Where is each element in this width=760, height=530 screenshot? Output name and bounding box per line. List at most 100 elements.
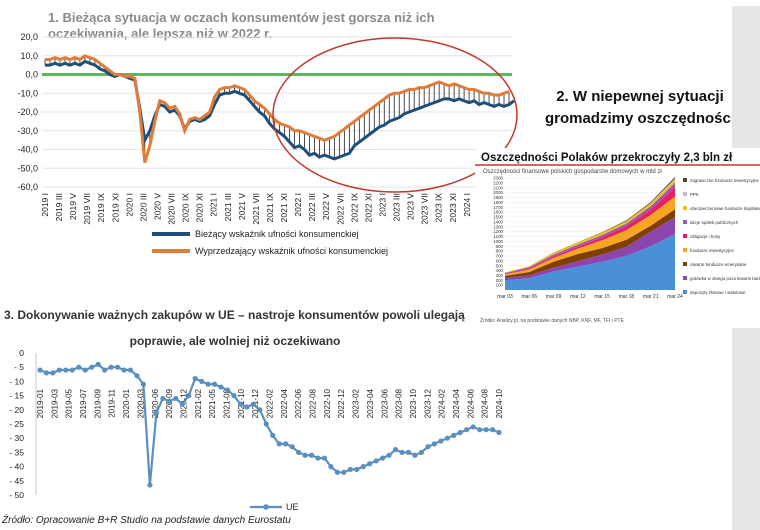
series-eu-markers: [37, 361, 502, 488]
x-tick-label: 2022-10: [323, 388, 332, 418]
data-point: [477, 427, 483, 433]
x-tick-label: 2020 V: [152, 193, 162, 220]
y-tick-label: 0,0: [25, 70, 38, 80]
inset-legend-swatch: [683, 276, 687, 280]
inset-y-tick: 1100: [494, 234, 504, 239]
data-point: [386, 452, 392, 458]
chart3-title-line2: poprawie, ale wolniej niż oczekiwano: [129, 334, 341, 348]
y-tick-label: - 5: [14, 362, 24, 372]
y-tick-label: - 45: [9, 476, 24, 486]
inset-y-tick: 1200: [493, 229, 503, 234]
data-point: [218, 384, 224, 390]
data-point: [121, 367, 127, 373]
data-point: [308, 452, 315, 458]
x-tick-label: 2019 III: [54, 193, 64, 221]
legend-marker-eu: [263, 504, 269, 510]
inset-legend: zagraniczne fundusze inwestycyjne PPK ubez…: [683, 178, 760, 295]
inset-y-tick: 700: [496, 254, 504, 259]
data-point: [114, 364, 121, 370]
x-tick-label: 2020-01: [122, 388, 131, 418]
data-point: [205, 381, 211, 387]
series-eu-line: [39, 363, 500, 486]
y-tick-label: -60,0: [17, 182, 38, 192]
inset-legend-swatch: [683, 290, 687, 294]
inset-legend-label: fundusze inwestycyjne: [690, 248, 734, 253]
x-tick-label: 2020 I: [124, 193, 134, 217]
y-tick-label: - 15: [9, 391, 24, 401]
data-point: [457, 429, 463, 436]
series-current-line: [45, 59, 515, 161]
data-point: [380, 455, 386, 461]
inset-x-tick: mar 03: [497, 294, 513, 300]
data-point: [270, 432, 276, 438]
data-point: [425, 444, 431, 450]
data-point: [444, 435, 450, 441]
x-tick-label: 2020 IX: [181, 193, 191, 223]
x-tick-label: 2024-08: [481, 388, 490, 418]
x-tick-label: 2024-02: [438, 388, 447, 418]
inset-subtitle: Oszczędności finansowe polskich gospodar…: [483, 169, 662, 175]
data-point: [470, 424, 476, 430]
data-point: [192, 375, 198, 382]
x-tick-label: 2022 VII: [335, 193, 345, 225]
y-tick-label: 10,0: [20, 51, 38, 61]
chart1-legend: Bieżący wskaźnik ufności konsumenckiej Wy…: [152, 229, 388, 256]
inset-x-tick: mar 15: [594, 294, 610, 300]
data-point: [250, 401, 256, 407]
y-tick-label: 0: [19, 348, 24, 358]
data-point: [160, 395, 166, 402]
x-tick-label: 2021-05: [208, 388, 217, 418]
inset-y-tick: 1900: [493, 195, 503, 200]
data-point: [69, 367, 75, 373]
x-tick-label: 2022-08: [309, 388, 318, 418]
data-point: [224, 387, 231, 393]
x-tick-label: 2023-04: [366, 388, 375, 418]
data-point: [489, 427, 496, 433]
inset-x-tick: mar 06: [522, 294, 538, 300]
x-tick-label: 2023-10: [409, 388, 418, 418]
inset-x-tick: mar 18: [619, 294, 635, 300]
y-tick-label: - 30: [9, 433, 24, 443]
data-point: [37, 367, 43, 373]
x-tick-label: 2021-02: [194, 388, 203, 418]
inset-legend-label: otwarte fundusze emerytalne: [690, 262, 747, 267]
legend-label-eu: UE: [286, 502, 299, 512]
data-point: [367, 461, 373, 467]
y-tick-label: - 35: [9, 447, 24, 457]
x-tick-label: 2024 I: [462, 193, 472, 217]
data-point: [315, 455, 321, 461]
y-tick-label: - 10: [9, 376, 24, 386]
inset-y-tick: 1600: [493, 210, 503, 215]
data-point: [102, 367, 108, 373]
inset-x-tick: mar 09: [546, 294, 562, 300]
x-tick-label: 2024-06: [466, 388, 475, 418]
y-tick-label: -10,0: [17, 88, 38, 98]
data-point: [283, 441, 289, 447]
data-point: [302, 452, 308, 458]
chart1-grid: [42, 36, 512, 188]
y-tick-label: -20,0: [17, 107, 38, 117]
x-tick-label: 2023 IX: [434, 193, 444, 223]
inset-y-tick: 1400: [493, 219, 503, 224]
data-point: [392, 446, 399, 453]
inset-y-tick: 2300: [493, 176, 503, 181]
x-tick-label: 2022-12: [337, 388, 346, 418]
data-point: [496, 429, 502, 436]
data-point: [140, 381, 147, 387]
data-point: [405, 449, 412, 455]
x-tick-label: 2021 IX: [265, 193, 275, 223]
data-point: [95, 361, 101, 367]
inset-legend-swatch: [683, 262, 687, 266]
chart3-x-axis: 2019-01 2019-03 2019-05 2019-07 2019-09 2019-…: [36, 388, 504, 418]
x-tick-label: 2019-01: [36, 388, 45, 418]
x-tick-label: 2020 III: [138, 193, 148, 221]
data-point: [328, 464, 334, 470]
x-tick-label: 2019 V: [68, 193, 78, 220]
x-tick-label: 2022-06: [294, 388, 303, 418]
inset-y-tick: 300: [496, 273, 504, 278]
data-point: [108, 364, 114, 370]
chart3-legend: UE: [250, 502, 299, 512]
data-point: [199, 378, 205, 384]
inset-y-tick: 900: [496, 244, 504, 249]
data-point: [334, 469, 340, 475]
